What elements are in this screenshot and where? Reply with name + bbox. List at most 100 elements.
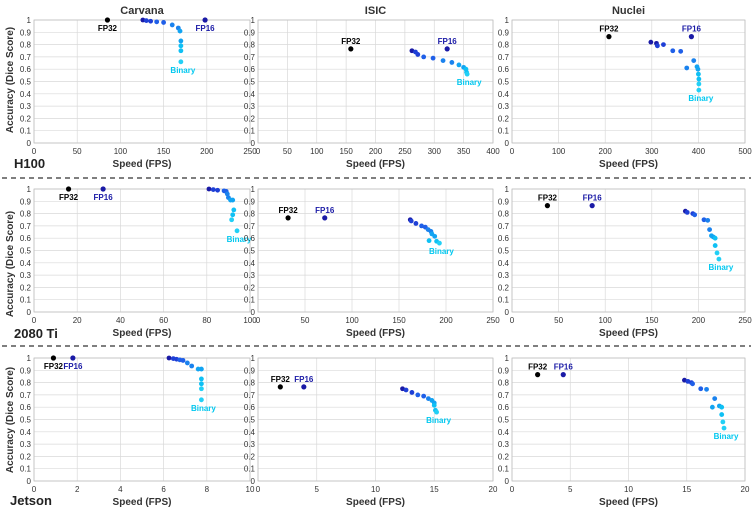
xtick-label: 10 bbox=[246, 485, 255, 494]
xtick-label: 500 bbox=[738, 147, 752, 156]
xtick-label: 0 bbox=[256, 485, 261, 494]
fp16-label: FP16 bbox=[94, 193, 114, 202]
fp16-label: FP16 bbox=[294, 375, 314, 384]
plot-frame bbox=[257, 19, 494, 144]
series-point bbox=[206, 186, 212, 192]
binary-label: Binary bbox=[714, 432, 739, 441]
series-point bbox=[464, 71, 470, 77]
binary-label: Binary bbox=[426, 416, 451, 425]
ytick-label: 0.5 bbox=[20, 247, 32, 256]
ytick-label: 0.9 bbox=[20, 197, 32, 206]
panel-0-1: 0 0.1 0.2 0.3 0.4 0.5 0.6 0.7 0.8 0.9 1 0 50 100 150 20… bbox=[244, 5, 500, 170]
ytick-label: 0.1 bbox=[498, 296, 510, 305]
panel-1-0: 00.10.20.30.40.50.60.70.80.910 20 40 60 80 10… bbox=[20, 185, 257, 339]
fp16-label: FP16 bbox=[682, 25, 702, 34]
fp32-label: FP32 bbox=[98, 24, 118, 33]
ytick-label: 1 bbox=[27, 16, 32, 25]
device-label-h100: H100 bbox=[14, 156, 45, 171]
xtick-label: 400 bbox=[692, 147, 706, 156]
plot-frame bbox=[511, 19, 746, 144]
ytick-label: 1 bbox=[27, 354, 32, 363]
ytick-label: 0.7 bbox=[244, 391, 256, 400]
series-point bbox=[432, 233, 438, 239]
ytick-label: 0.5 bbox=[244, 247, 256, 256]
xtick-label: 0 bbox=[256, 147, 261, 156]
ytick-label: 0.7 bbox=[20, 53, 32, 62]
series-point bbox=[698, 386, 704, 392]
series-point bbox=[199, 381, 204, 387]
xlabel: Speed (FPS) bbox=[599, 159, 658, 170]
ytick-label: 0.4 bbox=[20, 428, 32, 437]
panel-2-0: 00.10.20.30.40.50.60.70.80.910 2 4 6 8 10Spee… bbox=[20, 354, 255, 508]
xtick-label: 0 bbox=[256, 316, 261, 325]
fp16-label: FP16 bbox=[63, 362, 83, 371]
binary-label: Binary bbox=[429, 247, 454, 256]
series-point bbox=[712, 243, 718, 248]
ytick-label: 0.3 bbox=[244, 102, 256, 111]
fp16-label: FP16 bbox=[315, 206, 335, 215]
panel-1-2: 0 0.1 0.2 0.3 0.4 0.5 0.6 0.7 0.8 0.9 1 0 50 100 150 20… bbox=[498, 185, 752, 339]
series-point bbox=[169, 22, 175, 28]
device-label-2080ti: 2080 Ti bbox=[14, 326, 58, 341]
series-point bbox=[230, 197, 236, 203]
xtick-label: 5 bbox=[315, 485, 320, 494]
series-point bbox=[437, 240, 442, 246]
fp32-point bbox=[606, 34, 612, 40]
ytick-label: 0.3 bbox=[498, 440, 510, 449]
fp16-point bbox=[202, 17, 208, 23]
xtick-label: 300 bbox=[428, 147, 442, 156]
series-point bbox=[719, 404, 725, 410]
xtick-label: 150 bbox=[157, 147, 171, 156]
ytick-label: 0.1 bbox=[244, 465, 256, 474]
xtick-label: 100 bbox=[243, 316, 257, 325]
series-point bbox=[440, 58, 446, 63]
series-point bbox=[199, 397, 204, 403]
series-point bbox=[716, 256, 722, 262]
series-point bbox=[696, 81, 702, 87]
ytick-label: 0.6 bbox=[244, 403, 256, 412]
xtick-label: 100 bbox=[114, 147, 128, 156]
ytick-label: 0.9 bbox=[20, 366, 32, 375]
xtick-label: 200 bbox=[692, 316, 706, 325]
ytick-label: 0.7 bbox=[498, 391, 510, 400]
ytick-label: 0.4 bbox=[244, 259, 256, 268]
ytick-label: 0.4 bbox=[20, 90, 32, 99]
xtick-label: 50 bbox=[283, 147, 292, 156]
ytick-label: 0 bbox=[27, 139, 32, 148]
xlabel: Speed (FPS) bbox=[346, 159, 405, 170]
xtick-label: 250 bbox=[398, 147, 412, 156]
series-point bbox=[704, 386, 709, 392]
xlabel: Speed (FPS) bbox=[346, 497, 405, 508]
fp16-point bbox=[301, 384, 307, 390]
ytick-label: 0.9 bbox=[20, 28, 32, 37]
xlabel: Speed (FPS) bbox=[599, 328, 658, 339]
ytick-label: 0.2 bbox=[498, 452, 510, 461]
chart-title: Nuclei bbox=[612, 5, 645, 17]
xtick-label: 2 bbox=[75, 485, 80, 494]
xtick-label: 15 bbox=[430, 485, 439, 494]
series-point bbox=[696, 71, 701, 77]
ytick-label: 1 bbox=[505, 16, 510, 25]
xtick-label: 15 bbox=[682, 485, 691, 494]
fp32-point bbox=[65, 186, 72, 192]
panel-0-2: 0 0.1 0.2 0.3 0.4 0.5 0.6 0.7 0.8 0.9 1 0 100 200 300 4… bbox=[498, 5, 752, 170]
ytick-label: 1 bbox=[505, 354, 510, 363]
binary-label: Binary bbox=[457, 78, 482, 87]
series-point bbox=[408, 218, 414, 224]
ytick-label: 0.3 bbox=[20, 102, 32, 111]
series-point bbox=[166, 355, 172, 361]
plot-frame bbox=[511, 188, 746, 313]
ytick-label: 0.1 bbox=[20, 127, 32, 136]
xlabel: Speed (FPS) bbox=[599, 497, 658, 508]
series-point bbox=[148, 18, 154, 24]
ytick-label: 0.3 bbox=[20, 440, 32, 449]
fp16-point bbox=[444, 46, 450, 52]
fp32-point bbox=[544, 203, 551, 209]
xtick-label: 8 bbox=[205, 485, 210, 494]
xtick-label: 350 bbox=[457, 147, 471, 156]
ytick-label: 0.4 bbox=[244, 428, 256, 437]
xtick-label: 5 bbox=[568, 485, 573, 494]
series-point bbox=[231, 207, 237, 213]
chart-title: Carvana bbox=[120, 5, 164, 17]
series-point bbox=[670, 48, 676, 54]
